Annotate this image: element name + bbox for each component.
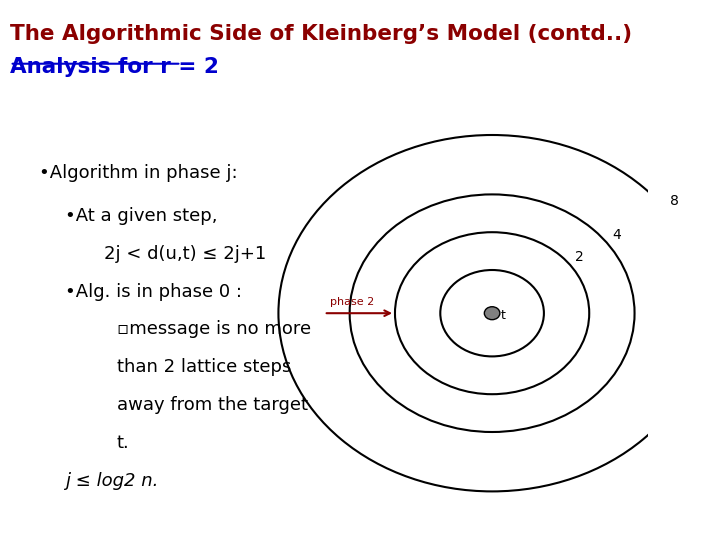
Text: 2: 2 [575,250,584,264]
Text: Analysis for r = 2: Analysis for r = 2 [9,57,219,77]
Text: The Algorithmic Side of Kleinberg’s Model (contd..): The Algorithmic Side of Kleinberg’s Mode… [9,24,632,44]
Text: 8: 8 [670,194,679,208]
Text: ▫message is no more: ▫message is no more [117,320,310,339]
Text: •Alg. is in phase 0 :: •Alg. is in phase 0 : [65,282,242,301]
Text: 2j < d(u,t) ≤ 2j+1: 2j < d(u,t) ≤ 2j+1 [104,245,266,263]
Text: •Algorithm in phase j:: •Algorithm in phase j: [39,164,238,182]
Text: phase 2: phase 2 [330,296,374,307]
Text: j ≤ log2 n.: j ≤ log2 n. [65,471,158,490]
Text: 4: 4 [612,228,621,242]
Text: t.: t. [117,434,130,452]
Text: than 2 lattice steps: than 2 lattice steps [117,358,291,376]
Text: away from the target: away from the target [117,396,307,414]
Text: •At a given step,: •At a given step, [65,207,217,225]
Text: t: t [500,309,505,322]
Circle shape [485,307,500,320]
